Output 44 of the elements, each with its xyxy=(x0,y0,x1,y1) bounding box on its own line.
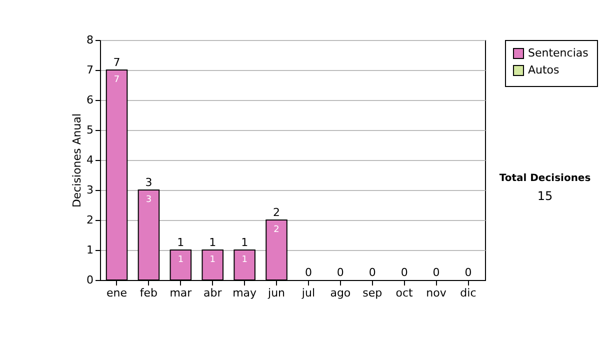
text: 15 xyxy=(537,189,553,203)
data-label: 1 xyxy=(178,255,184,265)
data-label: 2 xyxy=(274,225,280,235)
text: Total Decisiones xyxy=(499,173,591,184)
x-tick-label: sep xyxy=(362,286,382,300)
x-tick-label: ene xyxy=(106,286,128,300)
total-label: 0 xyxy=(336,266,344,279)
y-tick-label: 0 xyxy=(86,274,94,286)
x-tick-label: jul xyxy=(300,286,316,300)
y-tick-label: 3 xyxy=(86,184,94,196)
total-label: 1 xyxy=(241,236,248,249)
total-label: 1 xyxy=(177,236,184,249)
total-label: 0 xyxy=(304,266,312,279)
x-tick-label: oct xyxy=(396,286,414,300)
data-label: 1 xyxy=(242,255,248,265)
total-label: 2 xyxy=(273,206,280,219)
x-tick-label: abr xyxy=(204,286,222,300)
total-label: 0 xyxy=(400,266,408,279)
total-label: 0 xyxy=(368,266,376,279)
legend-label: Autos xyxy=(528,64,560,76)
total-label: 7 xyxy=(113,56,120,69)
legend-label: Sentencias xyxy=(528,46,589,60)
y-tick-label: 4 xyxy=(86,154,94,166)
y-tick-label: 6 xyxy=(86,94,94,106)
x-tick-label: ago xyxy=(330,286,351,300)
data-label: 3 xyxy=(146,195,152,205)
y-axis-title: Decisiones Anual xyxy=(70,113,84,208)
x-tick-label: nov xyxy=(426,286,447,300)
total-label: 1 xyxy=(209,236,216,249)
y-tick-label: 1 xyxy=(86,244,94,256)
y-tick-label: 7 xyxy=(86,64,94,76)
total-label: 0 xyxy=(432,266,440,279)
x-tick-label: mar xyxy=(170,286,192,300)
x-tick-label: may xyxy=(232,286,258,300)
x-tick-label: feb xyxy=(140,286,158,300)
total-label: 3 xyxy=(145,176,152,189)
data-label: 7 xyxy=(114,75,120,85)
y-tick-label: 5 xyxy=(86,124,94,136)
data-label: 1 xyxy=(210,255,216,265)
x-tick-label: jun xyxy=(267,286,286,300)
y-tick-label: 2 xyxy=(86,214,94,226)
total-label: 0 xyxy=(464,266,472,279)
x-tick-label: dic xyxy=(460,286,476,300)
y-tick-label: 8 xyxy=(86,34,94,46)
